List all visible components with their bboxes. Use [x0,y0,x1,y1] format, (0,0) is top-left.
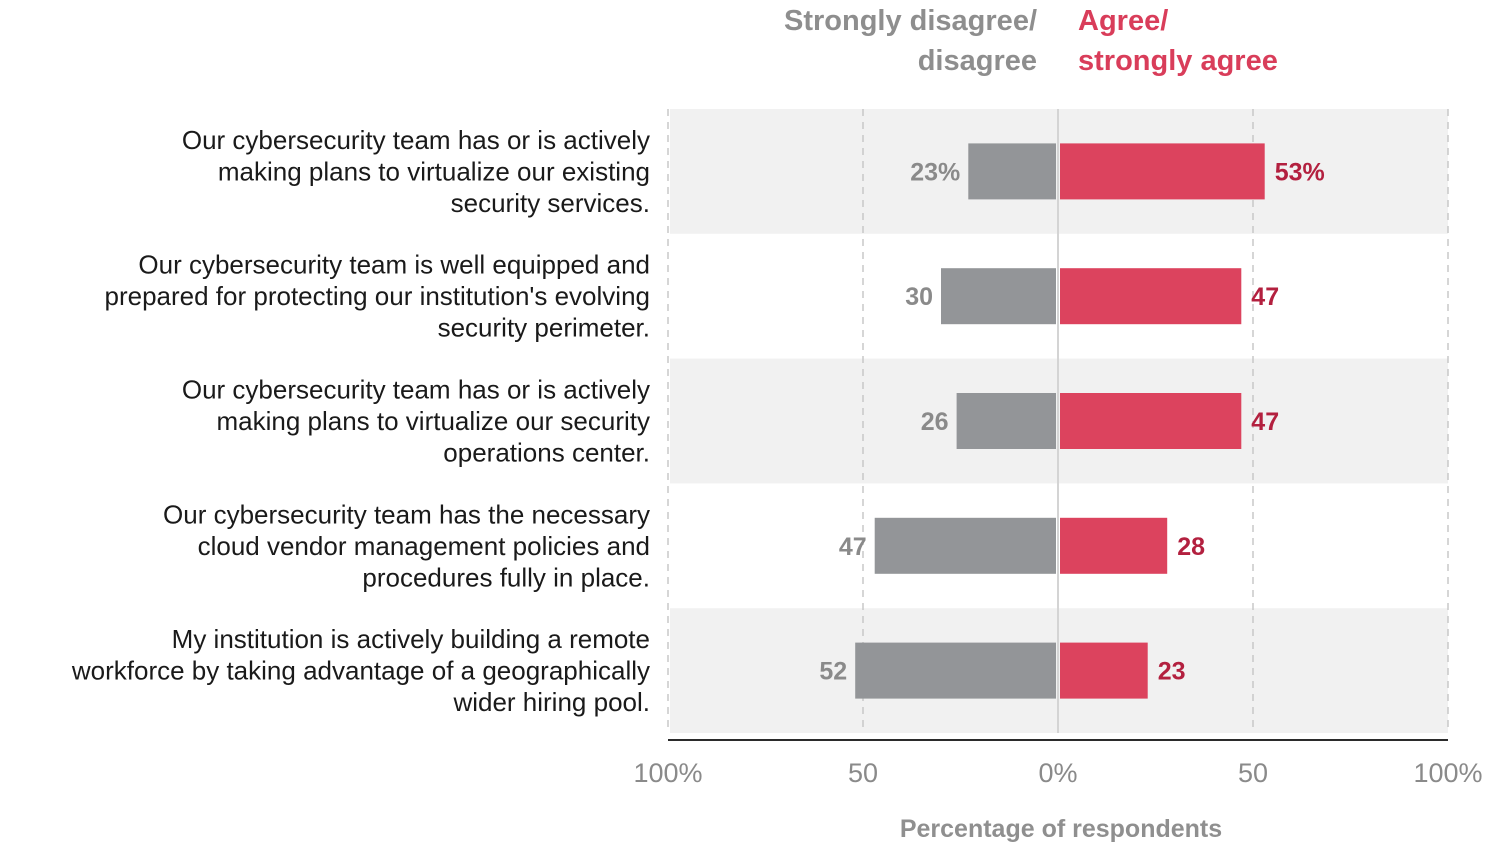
bar-agree [1060,642,1148,699]
category-label: security perimeter. [438,313,650,343]
category-label: My institution is actively building a re… [172,624,650,654]
category-labels: Our cybersecurity team has or is activel… [71,125,650,717]
category-label: Our cybersecurity team has or is activel… [182,125,650,155]
legend: Strongly disagree/disagree Agree/strongly… [784,5,1278,77]
value-label-disagree: 23% [910,158,960,186]
category-label: prepared for protecting our institution'… [105,281,651,311]
x-tick-label: 50 [1238,758,1268,788]
category-label: making plans to virtualize our security [216,406,650,436]
bar-disagree [956,393,1056,449]
category-label: Our cybersecurity team has or is activel… [182,375,650,405]
bar-disagree [874,517,1056,574]
legend-disagree: disagree [918,45,1037,77]
category-label: wider hiring pool. [452,687,650,717]
legend-agree: strongly agree [1078,45,1278,77]
value-labels: 23% 53% 30 47 26 47 47 28 52 23 [819,158,1324,685]
bar-agree [1060,393,1242,449]
value-label-disagree: 26 [921,408,949,436]
legend-disagree: Strongly disagree/ [784,5,1037,37]
category-label: workforce by taking advantage of a geogr… [71,656,650,686]
x-tick-label: 0% [1038,758,1077,788]
value-label-agree: 28 [1177,533,1205,561]
category-label: Our cybersecurity team has the necessary [163,499,650,529]
bar-disagree [968,143,1056,200]
value-label-agree: 23 [1158,658,1186,686]
bar-disagree [941,268,1056,325]
category-label: cloud vendor management policies and [198,531,650,561]
bar-disagree [855,642,1056,699]
category-label: procedures fully in place. [362,562,650,592]
category-label: security services. [451,188,650,218]
x-tick-label: 100% [633,758,702,788]
bar-agree [1060,268,1242,325]
category-label: operations center. [443,438,650,468]
value-label-disagree: 47 [839,533,867,561]
x-axis: 100% 50 0% 50 100% Percentage of respondents [633,739,1483,843]
x-tick-label: 50 [848,758,878,788]
category-label: Our cybersecurity team is well equipped … [138,250,650,280]
legend-agree: Agree/ [1078,5,1168,37]
bar-agree [1060,517,1168,574]
category-label: making plans to virtualize our existing [218,156,650,186]
value-label-agree: 47 [1251,283,1279,311]
bars [855,143,1265,699]
gridlines [667,109,1449,733]
value-label-disagree: 30 [905,283,933,311]
value-label-disagree: 52 [819,658,847,686]
bar-agree [1060,143,1265,200]
x-axis-title: Percentage of respondents [900,815,1222,843]
value-label-agree: 53% [1275,158,1325,186]
value-label-agree: 47 [1251,408,1279,436]
x-tick-label: 100% [1413,758,1482,788]
